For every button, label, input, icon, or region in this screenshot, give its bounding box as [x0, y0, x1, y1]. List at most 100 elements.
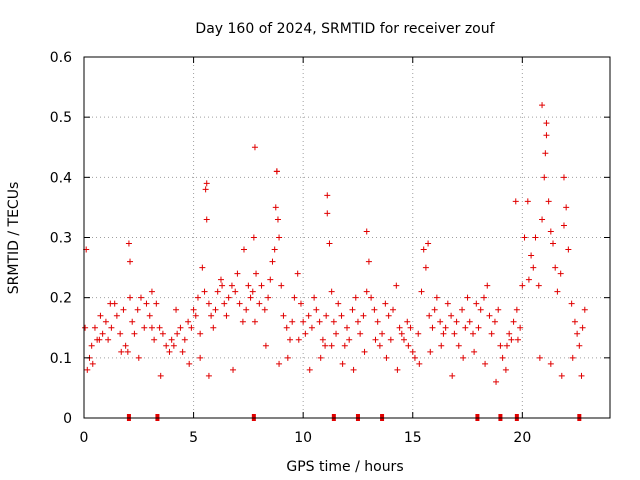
data-point: [199, 264, 206, 271]
data-point: [335, 300, 342, 307]
data-point: [525, 276, 532, 283]
data-point: [168, 336, 175, 343]
data-point: [236, 300, 243, 307]
y-tick-labels: 0 0.1 0.2 0.3 0.4 0.5 0.6: [50, 50, 72, 427]
data-point: [186, 360, 193, 367]
data-point: [550, 240, 557, 247]
data-point: [124, 348, 131, 355]
data-point: [521, 234, 528, 241]
data-point: [228, 282, 235, 289]
data-point: [560, 174, 567, 181]
data-point: [214, 288, 221, 295]
data-point: [102, 318, 109, 325]
data-point: [125, 240, 132, 247]
data-point: [308, 324, 315, 331]
data-point: [528, 252, 535, 259]
data-point: [530, 264, 537, 271]
data-point: [153, 300, 160, 307]
data-point: [202, 186, 209, 193]
data-point: [541, 174, 548, 181]
data-point: [444, 300, 451, 307]
data-point: [497, 342, 504, 349]
data-point: [495, 306, 502, 313]
data-point: [208, 312, 215, 319]
data-point: [300, 318, 307, 325]
data-point: [291, 294, 298, 301]
data-point: [480, 294, 487, 301]
data-point: [97, 312, 104, 319]
data-point: [508, 336, 515, 343]
data-point: [344, 324, 350, 331]
data-point: [455, 342, 462, 349]
data-point: [203, 216, 210, 223]
data-point: [159, 330, 166, 337]
data-point: [471, 348, 478, 355]
data-point: [283, 324, 290, 331]
data-point: [271, 246, 278, 253]
data-point: [319, 336, 326, 343]
data-point: [539, 102, 546, 109]
data-point: [431, 306, 438, 313]
data-point: [306, 366, 313, 373]
data-point: [372, 336, 379, 343]
data-point: [506, 330, 513, 337]
data-point: [190, 306, 197, 313]
data-point: [305, 312, 312, 319]
data-point: [379, 330, 386, 337]
data-point: [251, 318, 258, 325]
data-point: [360, 312, 367, 319]
data-point: [141, 324, 148, 331]
data-point: [313, 306, 320, 313]
data-point: [261, 306, 268, 313]
data-point: [185, 318, 192, 325]
data-point: [84, 366, 91, 373]
x-axis-label: GPS time / hours: [286, 459, 403, 475]
data-point: [278, 282, 285, 289]
axis-ticks: [83, 56, 610, 419]
data-point: [357, 330, 364, 337]
data-point: [486, 312, 493, 319]
data-point: [170, 342, 177, 349]
data-point: [143, 300, 150, 307]
data-point: [387, 336, 394, 343]
data-point: [205, 372, 212, 379]
data-point: [415, 330, 422, 337]
data-point: [129, 318, 136, 325]
data-point: [503, 342, 510, 349]
data-point: [328, 288, 335, 295]
data-point: [341, 342, 348, 349]
data-point: [411, 354, 418, 361]
data-point: [558, 372, 565, 379]
data-point: [328, 342, 335, 349]
data-point: [89, 360, 96, 367]
data-point: [426, 312, 433, 319]
data-point: [512, 198, 519, 205]
data-point: [262, 342, 269, 349]
data-point: [210, 324, 217, 331]
data-point: [317, 354, 324, 361]
data-point: [166, 348, 173, 355]
data-point: [212, 306, 219, 313]
data-point: [134, 306, 141, 313]
data-point: [346, 336, 353, 343]
data-point: [394, 366, 401, 373]
data-point: [148, 288, 155, 295]
data-point: [269, 258, 276, 265]
data-point: [396, 324, 403, 331]
data-point: [571, 318, 578, 325]
data-point: [197, 354, 204, 361]
data-point: [256, 300, 263, 307]
data-point: [230, 366, 237, 373]
data-point: [449, 372, 456, 379]
data-point: [519, 282, 526, 289]
data-point: [565, 246, 572, 253]
data-point: [581, 306, 588, 313]
data-point: [105, 336, 112, 343]
data-point: [338, 312, 345, 319]
data-point: [239, 318, 246, 325]
data-point: [188, 324, 195, 331]
data-point: [232, 288, 239, 295]
data-points: [82, 102, 588, 385]
data-point: [464, 294, 471, 301]
